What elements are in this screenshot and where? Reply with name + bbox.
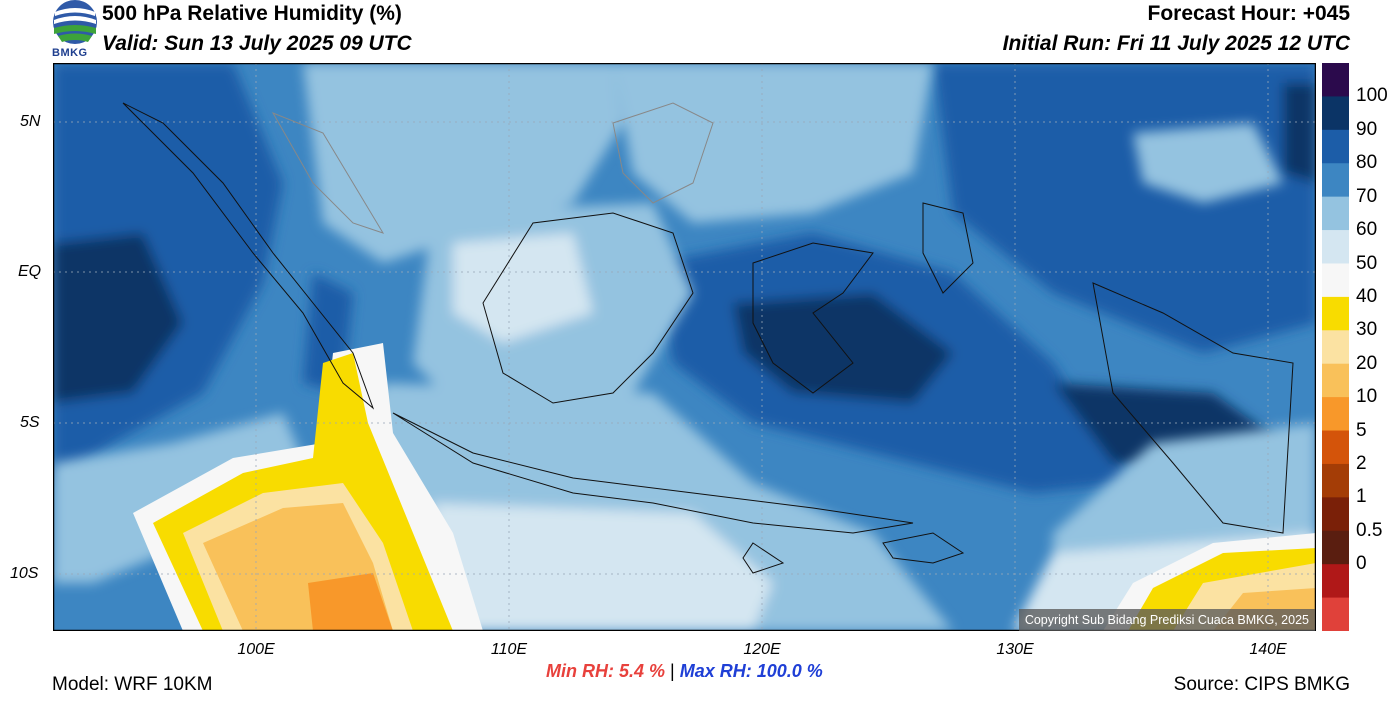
colorbar-label: 5: [1356, 419, 1367, 441]
model-name: Model: WRF 10KM: [52, 674, 213, 695]
colorbar-label: 1: [1356, 486, 1367, 508]
lon-label: 110E: [490, 641, 528, 658]
lat-label: EQ: [18, 263, 42, 280]
colorbar-swatch: [1322, 63, 1349, 97]
bmkg-logo: [50, 0, 100, 62]
lat-label: 5S: [20, 414, 40, 431]
colorbar-swatch: [1322, 330, 1349, 365]
colorbar-label: 0: [1356, 553, 1367, 575]
humidity-map: [52, 62, 1317, 632]
colorbar-swatch: [1322, 263, 1349, 298]
colorbar-swatch: [1322, 96, 1349, 131]
forecast-hour: Forecast Hour: +045: [1147, 2, 1351, 25]
data-source: Source: CIPS BMKG: [1173, 674, 1350, 695]
colorbar-swatch: [1322, 463, 1349, 498]
max-rh-label: Max RH: 100.0 %: [679, 661, 823, 681]
min-max-separator: |: [670, 661, 675, 681]
lon-label: 100E: [237, 641, 275, 658]
colorbar-swatch: [1322, 230, 1349, 264]
colorbar-swatch: [1322, 163, 1349, 198]
colorbar-swatches: [1322, 63, 1349, 632]
colorbar-label: 2: [1356, 452, 1367, 474]
map-title: 500 hPa Relative Humidity (%): [102, 2, 402, 25]
colorbar-label: 40: [1356, 285, 1378, 307]
colorbar-swatch: [1322, 129, 1349, 164]
logo-text: BMKG: [52, 47, 88, 59]
colorbar-swatch: [1322, 363, 1349, 398]
bmkg-logo-icon: [53, 0, 97, 44]
lon-label: 120E: [743, 641, 781, 658]
colorbar-label: 30: [1356, 319, 1378, 341]
colorbar-label: 80: [1356, 152, 1378, 174]
colorbar-swatch: [1322, 196, 1349, 231]
colorbar-swatch: [1322, 497, 1349, 532]
humidity-map-canvas: [52, 62, 1317, 632]
lon-label: 130E: [996, 641, 1034, 658]
colorbar-swatch: [1322, 597, 1349, 632]
lat-label: 5N: [20, 113, 41, 130]
colorbar-label: 100: [1356, 85, 1388, 107]
valid-time: Valid: Sun 13 July 2025 09 UTC: [102, 32, 412, 55]
colorbar-swatch: [1322, 397, 1349, 432]
colorbar-label: 0.5: [1356, 519, 1383, 541]
min-rh-label: Min RH:: [546, 661, 614, 681]
colorbar-label: 70: [1356, 185, 1378, 207]
copyright-notice: Copyright Sub Bidang Prediksi Cuaca BMKG…: [1018, 609, 1315, 631]
initial-run: Initial Run: Fri 11 July 2025 12 UTC: [1002, 32, 1350, 55]
colorbar-label: 60: [1356, 219, 1378, 241]
colorbar-swatch: [1322, 530, 1349, 565]
lon-label: 140E: [1249, 641, 1287, 658]
colorbar-swatch: [1322, 564, 1349, 599]
min-rh-value: 5.4 %: [619, 661, 666, 681]
colorbar-label: 20: [1356, 352, 1378, 374]
colorbar-swatch: [1322, 296, 1349, 331]
lat-label: 10S: [10, 565, 39, 582]
min-max-readout: Min RH: 5.4 % | Max RH: 100.0 %: [546, 661, 823, 682]
colorbar-label: 90: [1356, 118, 1378, 140]
colorbar-label: 10: [1356, 386, 1378, 408]
colorbar-label: 50: [1356, 252, 1378, 274]
colorbar-swatch: [1322, 430, 1349, 465]
colorbar: [1322, 63, 1349, 632]
